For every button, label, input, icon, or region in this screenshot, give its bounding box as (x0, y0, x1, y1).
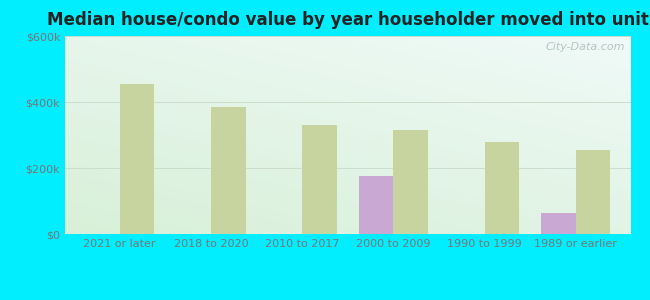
Bar (393, 130, 428, 234)
Bar (484, 142, 519, 234)
Text: City-Data.com: City-Data.com (545, 42, 625, 52)
Bar (302, 125, 337, 234)
Title: Median house/condo value by year householder moved into unit: Median house/condo value by year househo… (47, 11, 649, 29)
Bar (541, 212, 576, 234)
Bar (359, 176, 393, 234)
Bar (120, 84, 155, 234)
Bar (211, 107, 246, 234)
Legend: Idaho City, Idaho: Idaho City, Idaho (253, 299, 443, 300)
Bar (576, 150, 610, 234)
